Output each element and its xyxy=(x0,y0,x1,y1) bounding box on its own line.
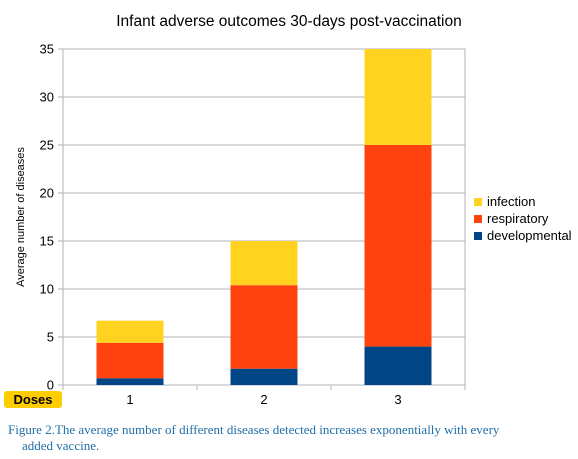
bar-developmental xyxy=(96,378,164,385)
bar-respiratory xyxy=(96,342,164,379)
y-axis-label: Average number of diseases xyxy=(15,147,27,287)
x-axis-label: Doses xyxy=(4,391,62,408)
bar-infection xyxy=(230,241,298,286)
bar-developmental xyxy=(364,346,432,385)
legend-label-infection: infection xyxy=(487,194,535,209)
y-tick-label: 25 xyxy=(40,138,54,153)
caption-line-2: added vaccine. xyxy=(22,438,100,453)
y-tick-labels: 0 5 10 15 20 25 30 35 xyxy=(40,42,54,393)
x-tick-label: 2 xyxy=(260,392,267,407)
axes xyxy=(62,49,466,390)
chart-title: Infant adverse outcomes 30-days post-vac… xyxy=(116,13,462,30)
svg-text:Doses: Doses xyxy=(13,392,52,407)
x-tick-label: 1 xyxy=(126,392,133,407)
legend-label-developmental: developmental xyxy=(487,228,572,243)
chart: Infant adverse outcomes 30-days post-vac… xyxy=(4,13,572,408)
bar-respiratory xyxy=(230,285,298,369)
y-tick-label: 30 xyxy=(40,90,54,105)
bar-developmental xyxy=(230,368,298,385)
legend-label-respiratory: respiratory xyxy=(487,211,549,226)
legend: infection respiratory developmental xyxy=(474,194,572,243)
y-tick-label: 10 xyxy=(40,282,54,297)
bar-respiratory xyxy=(364,145,432,347)
y-tick-label: 5 xyxy=(47,330,54,345)
legend-swatch-infection xyxy=(474,198,482,206)
legend-swatch-respiratory xyxy=(474,215,482,223)
x-tick-label: 3 xyxy=(394,392,401,407)
bar-infection xyxy=(96,320,164,343)
y-tick-label: 15 xyxy=(40,234,54,249)
bar-infection xyxy=(364,49,432,145)
x-tick-labels: 1 2 3 xyxy=(126,392,401,407)
bars xyxy=(96,49,432,385)
y-tick-label: 35 xyxy=(40,42,54,57)
y-tick-label: 20 xyxy=(40,186,54,201)
y-tick-label: 0 xyxy=(47,378,54,393)
caption-line-1: Figure 2.The average number of different… xyxy=(8,422,500,437)
figure-caption: Figure 2.The average number of different… xyxy=(8,422,568,454)
legend-swatch-developmental xyxy=(474,232,482,240)
